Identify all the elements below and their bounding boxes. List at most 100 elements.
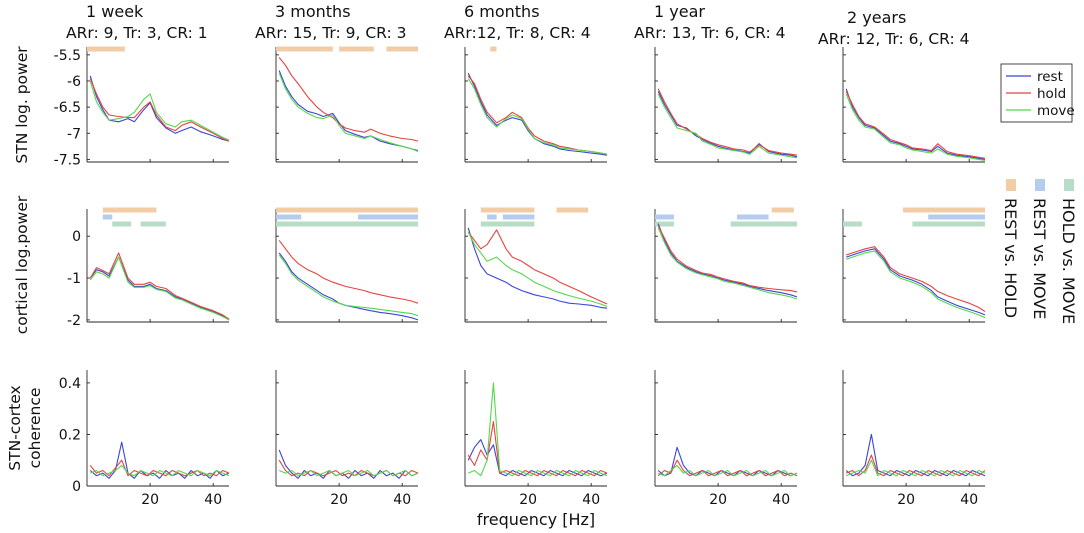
column-title: 1 week	[86, 2, 144, 21]
panel: 20 40	[654, 370, 798, 508]
panel: 20 40	[464, 370, 608, 508]
panel: 0 -1 -2	[67, 207, 230, 329]
series-line-rest	[89, 256, 230, 321]
column-subtitle: ARr: 12, Tr: 6, CR: 4	[818, 30, 969, 48]
series-line-move	[278, 469, 419, 477]
significance-bar	[276, 214, 302, 220]
series-line-hold	[657, 459, 798, 477]
panel: 20 40	[275, 370, 419, 508]
series-line-move	[845, 93, 986, 161]
contrast-swatch	[1006, 179, 1016, 191]
column-title: 1 year	[654, 2, 705, 21]
series-line-rest	[657, 446, 798, 477]
significance-bar	[386, 46, 418, 52]
significance-bar	[655, 214, 674, 220]
column-title: 3 months	[275, 2, 351, 21]
contrast-label: REST vs. MOVE	[1030, 198, 1049, 319]
significance-bar	[480, 221, 535, 227]
x-tick-label: 40	[393, 492, 411, 508]
y-label: coherence	[26, 388, 44, 469]
series-line-move	[845, 459, 986, 477]
x-tick-label: 40	[204, 492, 222, 508]
significance-bar	[487, 214, 497, 220]
series-line-move	[278, 72, 419, 153]
x-tick-label: 20	[897, 492, 915, 508]
significance-bar	[655, 221, 674, 227]
panel	[654, 47, 798, 163]
significance-bar	[276, 46, 333, 52]
series-line-hold	[89, 252, 230, 320]
y-tick-label: -6.5	[54, 100, 81, 116]
contrast-legend: REST vs. HOLD REST vs. MOVE HOLD vs. MOVE	[1001, 179, 1078, 324]
significance-bar	[140, 221, 166, 227]
column-subtitle: ARr: 9, Tr: 3, CR: 1	[66, 24, 208, 42]
column-title: 2 years	[847, 8, 906, 27]
series-line-hold	[467, 421, 608, 477]
series-line-move	[657, 227, 798, 300]
panel	[654, 207, 798, 323]
x-tick-label: 20	[141, 492, 159, 508]
series-line-hold	[467, 229, 608, 305]
contrast-label: HOLD vs. MOVE	[1059, 198, 1078, 324]
y-label: STN log. power	[13, 46, 31, 164]
y-tick-label: -6	[67, 74, 81, 90]
significance-bar	[276, 207, 418, 213]
series-line-move	[467, 78, 608, 155]
column-header: 3 months ARr: 15, Tr: 9, CR: 3	[255, 2, 406, 42]
column-subtitle: ARr: 13, Tr: 6, CR: 4	[634, 24, 785, 42]
significance-bar	[556, 207, 589, 213]
series-line-hold	[89, 459, 230, 477]
series-line-hold	[845, 454, 986, 477]
x-tick-label: 40	[960, 492, 978, 508]
series-line-move	[467, 231, 608, 308]
y-tick-label: -7	[67, 126, 81, 142]
column-header: 1 week ARr: 9, Tr: 3, CR: 1	[66, 2, 208, 42]
legend-label-hold: hold	[1037, 86, 1066, 102]
contrast-swatch	[1064, 179, 1074, 191]
x-tick-label: 40	[772, 492, 790, 508]
significance-bar	[112, 221, 132, 227]
contrast-label: REST vs. HOLD	[1001, 198, 1020, 318]
x-axis-label: frequency [Hz]	[477, 510, 595, 529]
series-line-move	[89, 80, 230, 141]
series-line-hold	[278, 57, 419, 142]
legend-label-move: move	[1037, 103, 1075, 119]
series-line-rest	[846, 248, 986, 316]
significance-bar	[912, 221, 985, 227]
series-line-rest	[467, 227, 608, 309]
series-line-rest	[278, 252, 419, 321]
series-line-rest	[657, 91, 798, 158]
contrast-swatch	[1035, 179, 1045, 191]
y-tick-label: -1	[67, 271, 81, 287]
y-tick-label: -7.5	[54, 152, 81, 168]
series-line-move	[89, 464, 230, 477]
series-line-rest	[278, 70, 419, 152]
panel: -5.5 -6 -6.5 -7 -7.5	[54, 46, 230, 168]
column-header: 1 year ARr: 13, Tr: 6, CR: 4	[634, 2, 785, 42]
series-line-hold	[89, 78, 230, 142]
column-subtitle: ARr:12, Tr: 8, CR: 4	[444, 24, 591, 42]
panel	[842, 47, 986, 163]
series-line-move	[89, 256, 230, 321]
significance-bar	[480, 207, 535, 213]
series-line-move	[467, 382, 608, 477]
y-label: cortical log.power	[13, 195, 31, 334]
column-title: 6 months	[464, 2, 540, 21]
series-line-rest	[845, 88, 986, 160]
series-line-hold	[467, 75, 608, 155]
series-line-rest	[657, 223, 798, 298]
significance-bar	[502, 214, 535, 220]
series-line-hold	[657, 225, 798, 293]
legend-label-rest: rest	[1037, 69, 1063, 85]
significance-bar	[490, 46, 497, 52]
x-tick-label: 40	[582, 492, 600, 508]
panel: 20 40	[842, 370, 986, 508]
significance-bar	[339, 46, 374, 52]
series-line-move	[657, 464, 798, 477]
significance-bar	[87, 46, 125, 52]
significance-bar	[928, 214, 985, 220]
y-tick-label: 0	[72, 479, 81, 495]
panel	[464, 46, 608, 163]
